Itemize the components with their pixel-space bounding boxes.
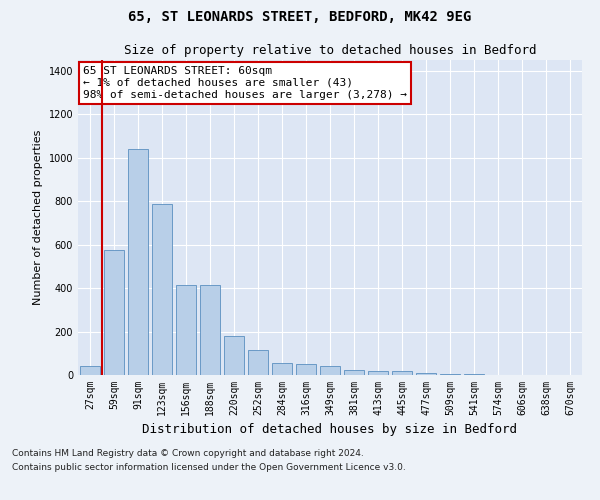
Text: 65 ST LEONARDS STREET: 60sqm
← 1% of detached houses are smaller (43)
98% of sem: 65 ST LEONARDS STREET: 60sqm ← 1% of det… — [83, 66, 407, 100]
Bar — [80, 366, 100, 375]
X-axis label: Distribution of detached houses by size in Bedford: Distribution of detached houses by size … — [143, 424, 517, 436]
Bar — [392, 370, 412, 375]
Bar — [368, 370, 388, 375]
Bar — [224, 336, 244, 375]
Bar — [104, 250, 124, 375]
Bar — [464, 374, 484, 375]
Bar — [272, 363, 292, 375]
Bar — [296, 364, 316, 375]
Text: 65, ST LEONARDS STREET, BEDFORD, MK42 9EG: 65, ST LEONARDS STREET, BEDFORD, MK42 9E… — [128, 10, 472, 24]
Bar — [248, 350, 268, 375]
Bar — [416, 373, 436, 375]
Bar — [440, 374, 460, 375]
Text: Contains HM Land Registry data © Crown copyright and database right 2024.: Contains HM Land Registry data © Crown c… — [12, 448, 364, 458]
Bar — [200, 285, 220, 375]
Text: Contains public sector information licensed under the Open Government Licence v3: Contains public sector information licen… — [12, 464, 406, 472]
Bar — [344, 370, 364, 375]
Bar — [152, 204, 172, 375]
Bar — [320, 366, 340, 375]
Y-axis label: Number of detached properties: Number of detached properties — [33, 130, 43, 305]
Bar — [176, 285, 196, 375]
Bar — [128, 149, 148, 375]
Title: Size of property relative to detached houses in Bedford: Size of property relative to detached ho… — [124, 44, 536, 58]
